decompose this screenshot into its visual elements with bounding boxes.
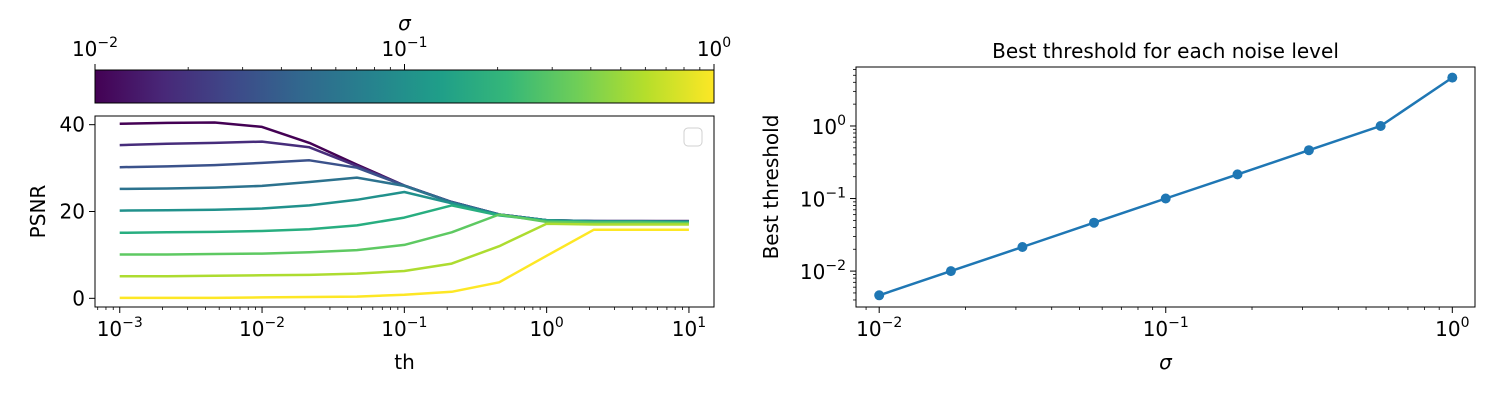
- psnr-series-line: [119, 222, 689, 278]
- psnr-series-group: [119, 121, 689, 300]
- colorbar-label: σ: [398, 11, 412, 35]
- threshold-plot: Best threshold for each noise level 10−2…: [759, 39, 1476, 374]
- threshold-data-point: [1303, 145, 1314, 156]
- threshold-x-ticks: 10−2 10−1 100: [856, 307, 1469, 341]
- threshold-data-point: [874, 290, 885, 301]
- psnr-x-tick-label: 101: [672, 315, 706, 341]
- threshold-y-tick-label: 10−2: [800, 258, 846, 284]
- threshold-plot-title: Best threshold for each noise level: [992, 39, 1339, 63]
- threshold-data-point: [945, 266, 956, 277]
- psnr-x-axis-label: th: [394, 350, 415, 374]
- psnr-series-line: [119, 213, 689, 256]
- psnr-y-ticks: 0 20 40: [60, 113, 95, 310]
- threshold-x-axis-label: σ: [1159, 350, 1173, 374]
- threshold-data-point: [1017, 242, 1028, 252]
- threshold-y-tick-label: 100: [812, 113, 846, 139]
- threshold-x-tick-label: 10−1: [1143, 315, 1189, 341]
- psnr-x-tick-label: 10−2: [239, 315, 285, 341]
- psnr-plot: 10−3 10−2 10−1 100 101 0 20 40 th PSNR: [26, 113, 715, 374]
- psnr-series-line: [119, 228, 689, 300]
- psnr-y-tick-label: 0: [72, 286, 85, 310]
- colorbar: σ 10−2 10−1 100: [72, 11, 731, 104]
- psnr-series-line: [119, 121, 689, 223]
- threshold-y-axis-label: Best threshold: [759, 115, 783, 260]
- threshold-x-tick-label: 10−2: [856, 315, 902, 341]
- colorbar-gradient: [94, 69, 715, 104]
- threshold-data-point: [1232, 169, 1243, 180]
- threshold-data-point: [1160, 193, 1171, 204]
- colorbar-tick-label: 100: [697, 35, 731, 61]
- colorbar-tick-label: 10−1: [381, 35, 427, 61]
- psnr-x-tick-label: 10−3: [97, 315, 143, 341]
- colorbar-tick-label: 10−2: [72, 35, 118, 61]
- threshold-data-point: [1375, 121, 1386, 131]
- threshold-series-line: [878, 76, 1453, 297]
- threshold-data-point: [1447, 72, 1458, 83]
- threshold-data-point: [1089, 217, 1099, 228]
- threshold-y-ticks: 10−2 10−1 100: [800, 69, 856, 301]
- colorbar-ticks: 10−2 10−1 100: [72, 35, 731, 70]
- threshold-x-tick-label: 100: [1435, 315, 1469, 341]
- psnr-x-tick-label: 10−1: [381, 315, 427, 341]
- threshold-series-group: [874, 72, 1458, 301]
- legend-box: [683, 127, 703, 147]
- psnr-x-tick-label: 100: [529, 315, 563, 341]
- psnr-y-axis-label: PSNR: [26, 185, 50, 239]
- psnr-y-tick-label: 40: [60, 113, 85, 137]
- psnr-y-tick-label: 20: [60, 200, 85, 224]
- threshold-y-tick-label: 10−1: [800, 186, 846, 212]
- psnr-x-ticks: 10−3 10−2 10−1 100 101: [97, 307, 706, 341]
